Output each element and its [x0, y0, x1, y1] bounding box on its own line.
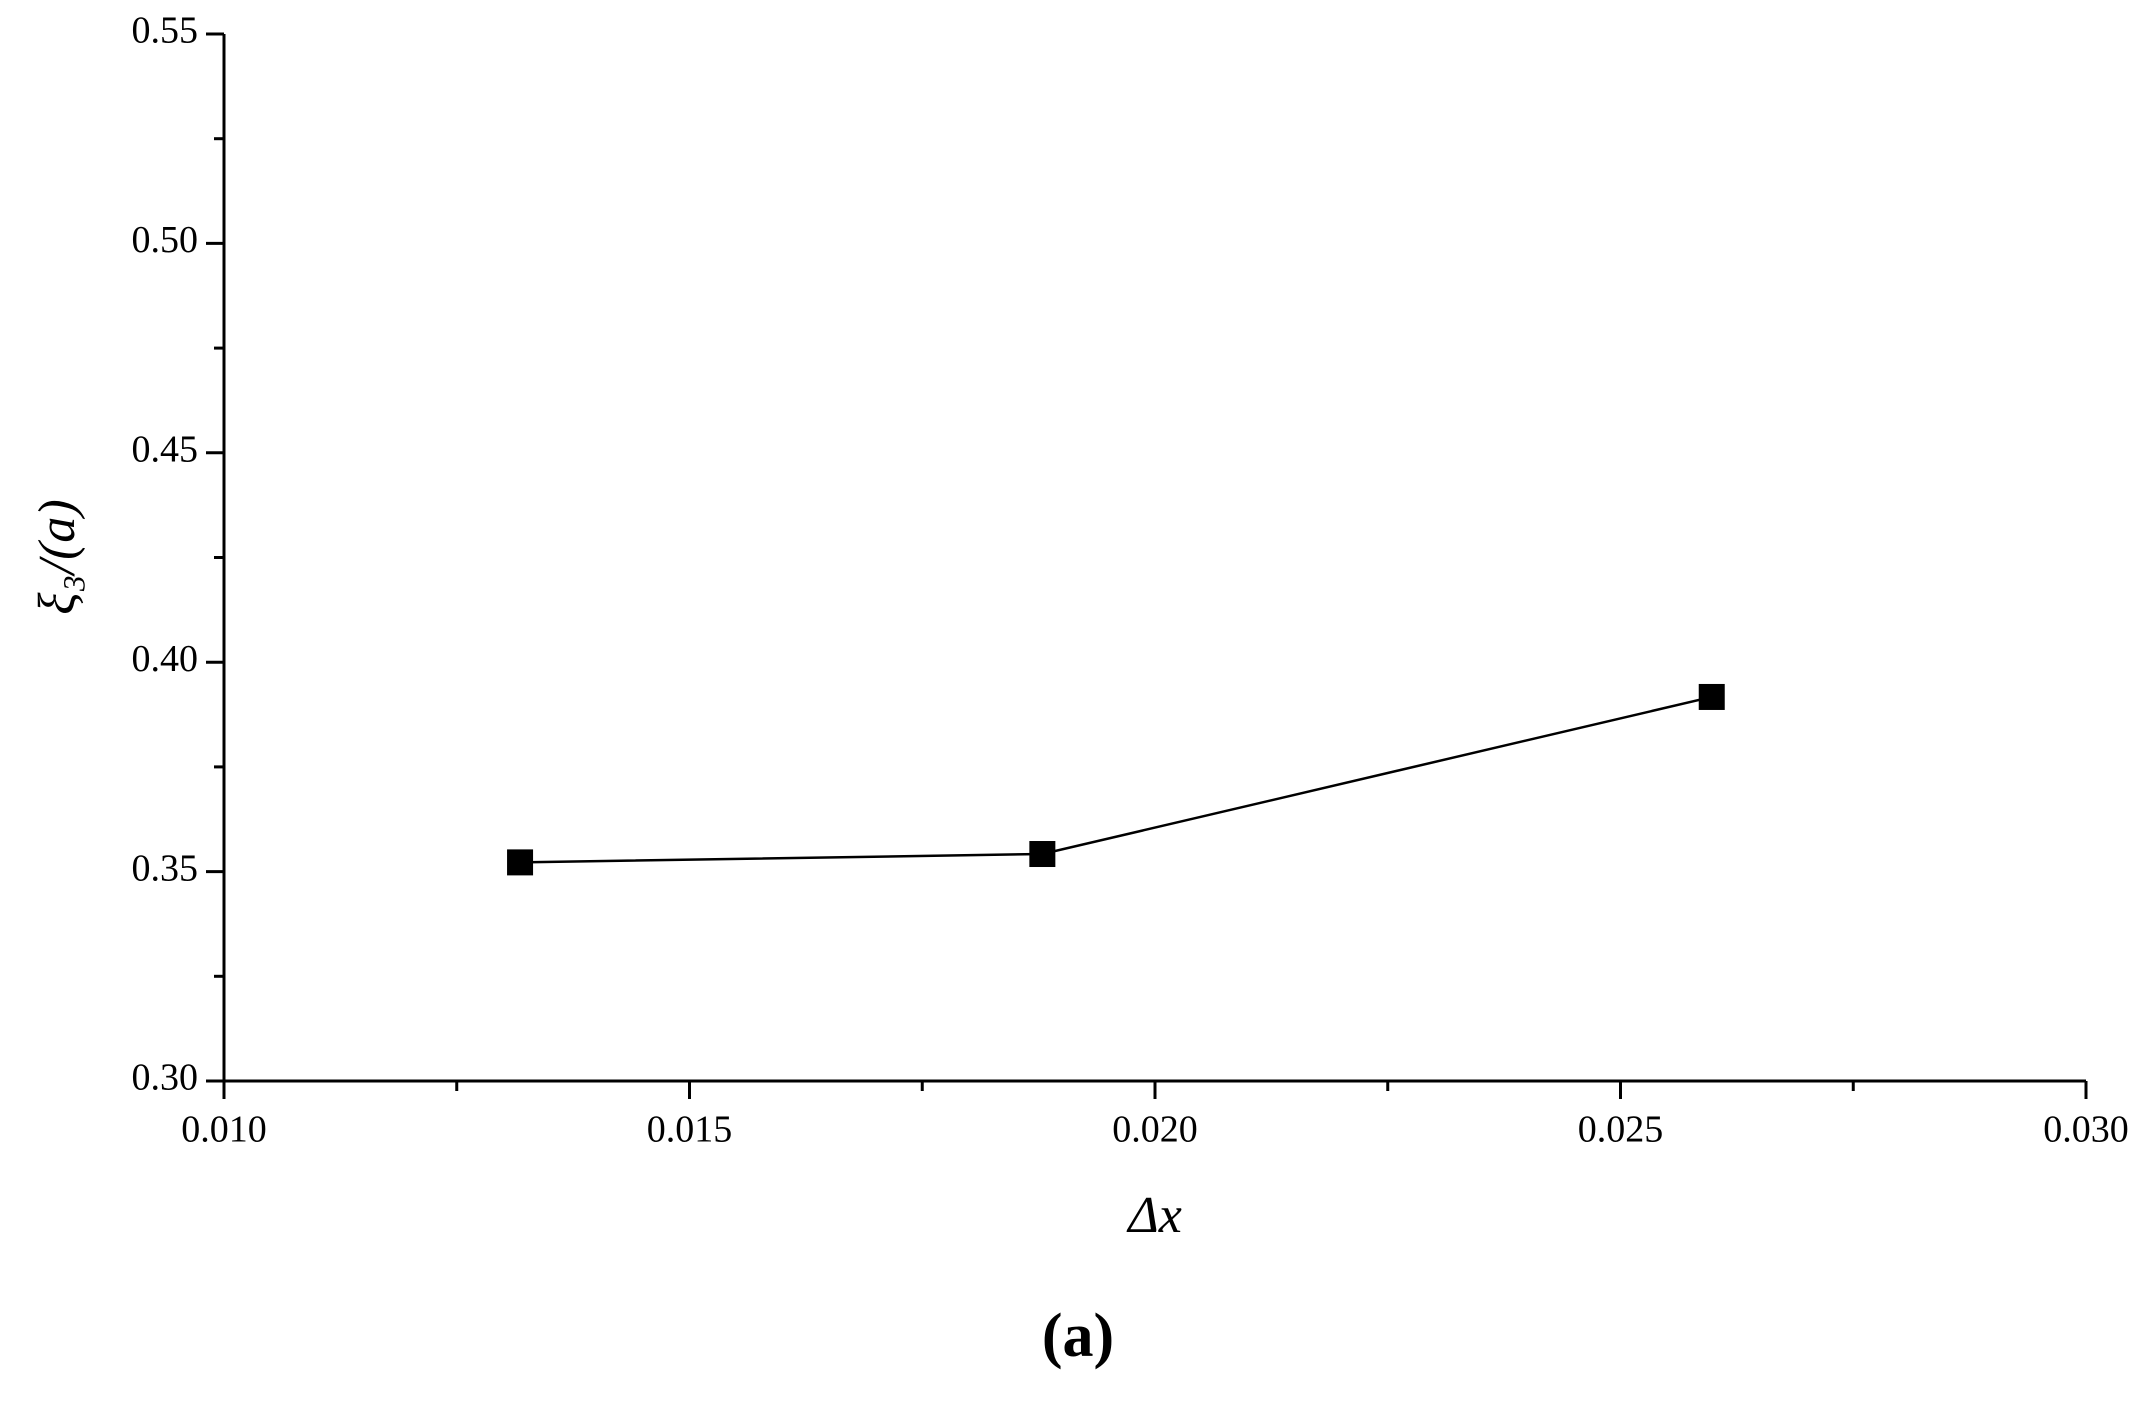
marker [1029, 841, 1056, 868]
x-tick-label: 0.030 [2043, 1109, 2129, 1151]
x-axis-label: Δx [1126, 1187, 1182, 1244]
marker [507, 849, 534, 876]
y-tick-label: 0.50 [132, 219, 199, 261]
x-tick-label: 0.010 [181, 1109, 267, 1151]
x-tick-label: 0.015 [647, 1109, 733, 1151]
marker [1698, 683, 1725, 710]
y-axis-label: ξ₃/(a) [29, 499, 86, 614]
caption: (a) [1042, 1302, 1114, 1370]
y-tick-label: 0.30 [132, 1057, 199, 1099]
x-tick-label: 0.020 [1112, 1109, 1198, 1151]
y-tick-label: 0.35 [132, 847, 199, 889]
x-tick-label: 0.025 [1578, 1109, 1664, 1151]
line [520, 695, 1713, 864]
y-tick-label: 0.55 [132, 10, 199, 52]
y-tick-label: 0.45 [132, 429, 199, 471]
y-tick-label: 0.40 [132, 638, 199, 680]
